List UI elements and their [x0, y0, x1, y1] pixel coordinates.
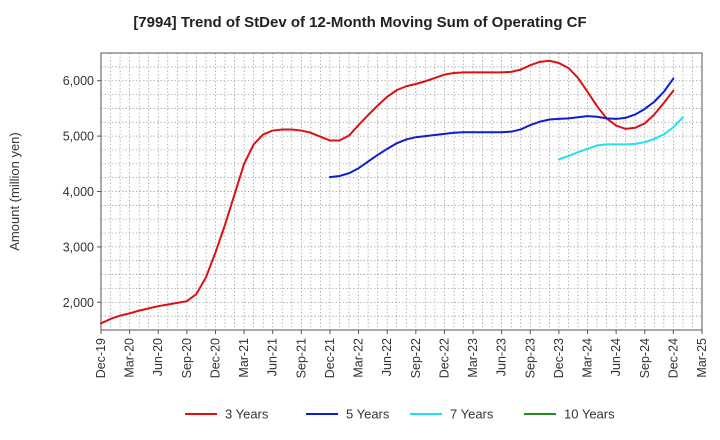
x-tick-label: Dec-24 [666, 338, 680, 378]
x-tick-label: Mar-23 [466, 338, 480, 378]
y-tick-label: 6,000 [63, 74, 94, 88]
legend-label: 7 Years [450, 407, 494, 422]
y-tick-label: 4,000 [63, 185, 94, 199]
plot-area [101, 53, 702, 330]
x-tick-label: Dec-23 [552, 338, 566, 378]
x-tick-label: Dec-21 [323, 338, 337, 378]
x-tick-label: Mar-22 [352, 338, 366, 378]
x-tick-label: Sep-23 [523, 338, 537, 378]
y-tick-label: 3,000 [63, 240, 94, 254]
y-tick-label: 2,000 [63, 296, 94, 310]
x-tick-label: Jun-20 [151, 338, 165, 376]
x-tick-label: Mar-21 [237, 338, 251, 378]
series-line-7-years [557, 116, 684, 161]
x-tick-label: Jun-23 [495, 338, 509, 376]
legend-label: 5 Years [346, 407, 390, 422]
x-tick-label: Mar-20 [123, 338, 137, 378]
y-tick-label: 5,000 [63, 130, 94, 144]
x-tick-label: Sep-24 [638, 338, 652, 378]
legend-label: 10 Years [564, 407, 615, 422]
x-tick-label: Dec-22 [437, 338, 451, 378]
x-tick-label: Dec-20 [208, 338, 222, 378]
x-tick-label: Jun-22 [380, 338, 394, 376]
legend-label: 3 Years [225, 407, 269, 422]
x-tick-label: Jun-21 [266, 338, 280, 376]
chart-title: [7994] Trend of StDev of 12-Month Moving… [133, 14, 587, 31]
x-tick-label: Sep-21 [294, 338, 308, 378]
x-tick-label: Dec-19 [94, 338, 108, 378]
x-tick-label: Sep-20 [180, 338, 194, 378]
series-line-5-years [328, 77, 675, 179]
x-tick-label: Sep-22 [409, 338, 423, 378]
x-tick-label: Mar-25 [695, 338, 709, 378]
y-axis-label: Amount (million yen) [7, 132, 22, 251]
x-tick-label: Mar-24 [581, 338, 595, 378]
x-tick-label: Jun-24 [609, 338, 623, 376]
series-line-3-years [100, 59, 675, 325]
